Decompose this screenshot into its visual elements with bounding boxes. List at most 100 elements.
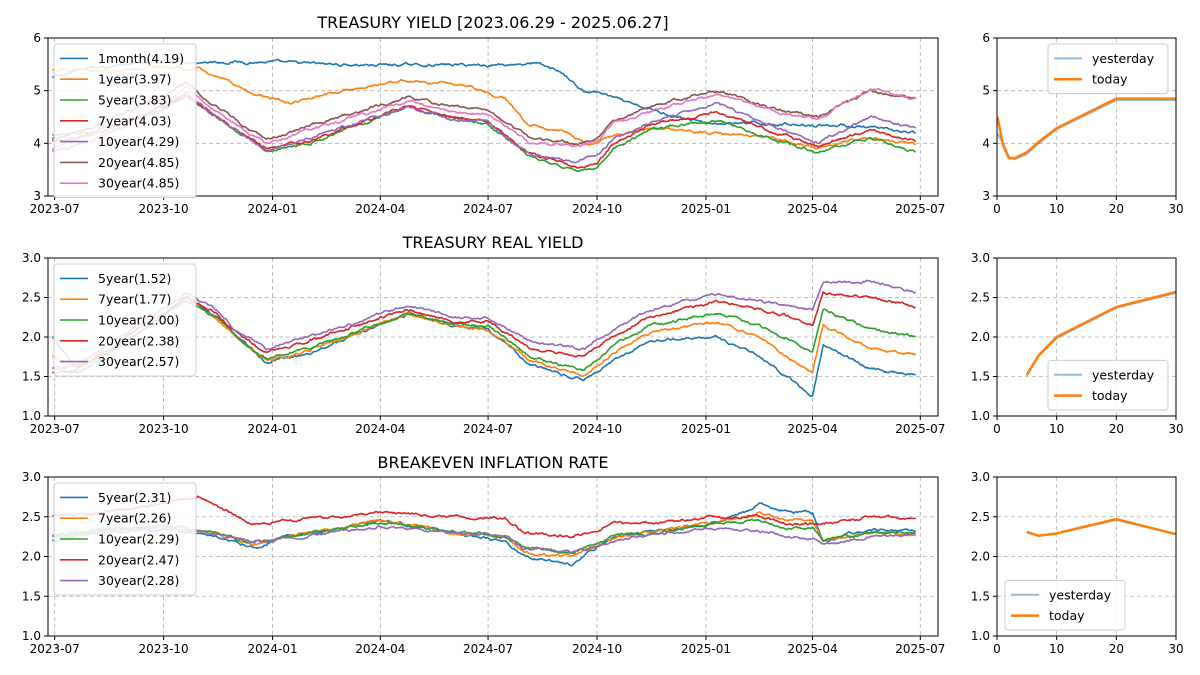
x-tick-label: 2024-04	[355, 422, 405, 436]
x-tick-label: 2025-07	[895, 642, 945, 656]
x-tick-label: 10	[1049, 202, 1064, 216]
legend-label-30year-2-28: 30year(2.28)	[98, 573, 179, 588]
legend-frame	[1047, 43, 1169, 95]
ticks: 2023-07 2023-10 2024-01 2024-04 2024-07 2024-…	[22, 470, 945, 656]
legend-label-30year-2-57: 30year(2.57)	[98, 354, 179, 369]
series-group	[1025, 290, 1176, 377]
series-group	[1026, 517, 1176, 538]
y-tick-label: 6	[982, 31, 990, 45]
y-tick-label: 2.0	[971, 330, 990, 344]
y-tick-label: 6	[33, 31, 41, 45]
legend-label-yesterday: yesterday	[1092, 51, 1155, 66]
legend-label-10year-2-29: 10year(2.29)	[98, 532, 179, 547]
legend-frame	[1047, 359, 1169, 411]
y-tick-label: 1.5	[22, 370, 41, 384]
panel-2: 0 10 20 30 3 4 5 6 yesterday today	[982, 31, 1183, 216]
ticks: 0 10 20 30 1.0 1.5 2.0 2.5 3.0	[971, 251, 1184, 436]
x-tick-label: 20	[1109, 202, 1124, 216]
x-tick-label: 20	[1109, 642, 1124, 656]
y-tick-label: 1.5	[971, 370, 990, 384]
legend-label-20year-2-47: 20year(2.47)	[98, 552, 179, 567]
series-line-today	[997, 97, 1176, 160]
legend-label-today: today	[1092, 388, 1128, 403]
x-tick-label: 2024-07	[463, 642, 513, 656]
y-tick-label: 3.0	[22, 251, 41, 265]
x-tick-label: 2024-01	[247, 202, 297, 216]
panel-5: 2023-07 2023-10 2024-01 2024-04 2024-07 2024-…	[22, 453, 945, 656]
y-tick-label: 1.0	[971, 629, 990, 643]
y-tick-label: 1.0	[971, 409, 990, 423]
x-tick-label: 0	[993, 422, 1001, 436]
x-tick-label: 2023-10	[139, 202, 189, 216]
y-tick-label: 5	[982, 84, 990, 98]
y-tick-label: 3	[982, 189, 990, 203]
series-line-today	[1026, 517, 1176, 538]
x-tick-label: 0	[993, 642, 1001, 656]
panel-6: 0 10 20 30 1.0 1.5 2.0 2.5 3.0 yesterday today	[971, 470, 1184, 656]
legend-label-5year-3-83: 5year(3.83)	[98, 93, 171, 108]
legend-label-7year-4-03: 7year(4.03)	[98, 113, 171, 128]
panel-3: 2023-07 2023-10 2024-01 2024-04 2024-07 2024-…	[22, 233, 945, 436]
y-tick-label: 2.0	[22, 550, 41, 564]
legend-frame	[53, 263, 197, 377]
legend-frame	[53, 482, 197, 596]
legend: 5year(2.31) 7year(2.26) 10year(2.29) 20year…	[53, 482, 197, 596]
series-line-yesterday	[997, 99, 1176, 161]
series-line-today	[1025, 290, 1176, 376]
x-tick-label: 2023-10	[139, 422, 189, 436]
x-tick-label: 2024-01	[247, 642, 297, 656]
x-tick-label: 2024-10	[572, 202, 622, 216]
x-tick-label: 20	[1109, 422, 1124, 436]
x-tick-label: 10	[1049, 642, 1064, 656]
legend-label-10year-4-29: 10year(4.29)	[98, 134, 179, 149]
y-tick-label: 2.0	[22, 330, 41, 344]
x-tick-label: 2025-07	[895, 202, 945, 216]
x-tick-label: 2025-04	[787, 202, 837, 216]
y-tick-label: 4	[33, 136, 41, 150]
legend-label-30year-4-85: 30year(4.85)	[98, 176, 179, 191]
y-tick-label: 2.5	[22, 291, 41, 305]
x-tick-label: 2024-10	[572, 422, 622, 436]
ticks: 0 10 20 30 1.0 1.5 2.0 2.5 3.0	[971, 470, 1184, 656]
y-tick-label: 3	[33, 189, 41, 203]
ticks: 0 10 20 30 3 4 5 6	[982, 31, 1183, 216]
legend-label-1month-4-19: 1month(4.19)	[98, 51, 184, 66]
y-tick-label: 3.0	[971, 470, 990, 484]
legend: yesterday today	[1047, 43, 1169, 95]
y-tick-label: 3.0	[22, 470, 41, 484]
x-tick-label: 2024-04	[355, 202, 405, 216]
legend-label-1year-3-97: 1year(3.97)	[98, 72, 171, 87]
x-tick-label: 2024-07	[463, 202, 513, 216]
y-tick-label: 4	[982, 136, 990, 150]
legend-frame	[53, 43, 197, 199]
panel-1: 2023-07 2023-10 2024-01 2024-04 2024-07 2024-…	[30, 13, 946, 216]
ticks: 2023-07 2023-10 2024-01 2024-04 2024-07 2024-…	[30, 31, 946, 216]
x-tick-label: 30	[1168, 422, 1183, 436]
x-tick-label: 2023-07	[30, 642, 80, 656]
x-tick-label: 0	[993, 202, 1001, 216]
legend-label-7year-2-26: 7year(2.26)	[98, 511, 171, 526]
legend-label-20year-2-38: 20year(2.38)	[98, 333, 179, 348]
x-tick-label: 30	[1168, 202, 1183, 216]
legend-frame	[1004, 579, 1126, 631]
x-tick-label: 30	[1168, 642, 1183, 656]
x-tick-label: 2025-01	[681, 422, 731, 436]
ticks: 2023-07 2023-10 2024-01 2024-04 2024-07 2024-…	[22, 251, 945, 436]
x-tick-label: 2024-01	[247, 422, 297, 436]
panel-4: 0 10 20 30 1.0 1.5 2.0 2.5 3.0 yesterday today	[971, 251, 1184, 436]
y-tick-label: 2.5	[971, 291, 990, 305]
chart-title: BREAKEVEN INFLATION RATE	[378, 453, 609, 472]
chart-title: TREASURY REAL YIELD	[402, 233, 584, 252]
legend: yesterday today	[1047, 359, 1169, 411]
legend-label-7year-1-77: 7year(1.77)	[98, 292, 171, 307]
y-tick-label: 2.5	[971, 510, 990, 524]
y-tick-label: 1.0	[22, 629, 41, 643]
legend: 1month(4.19) 1year(3.97) 5year(3.83) 7year(…	[53, 43, 197, 199]
x-tick-label: 2023-10	[139, 642, 189, 656]
y-tick-label: 1.0	[22, 409, 41, 423]
legend-label-20year-4-85: 20year(4.85)	[98, 155, 179, 170]
x-tick-label: 2025-04	[787, 422, 837, 436]
x-tick-label: 2024-04	[355, 642, 405, 656]
